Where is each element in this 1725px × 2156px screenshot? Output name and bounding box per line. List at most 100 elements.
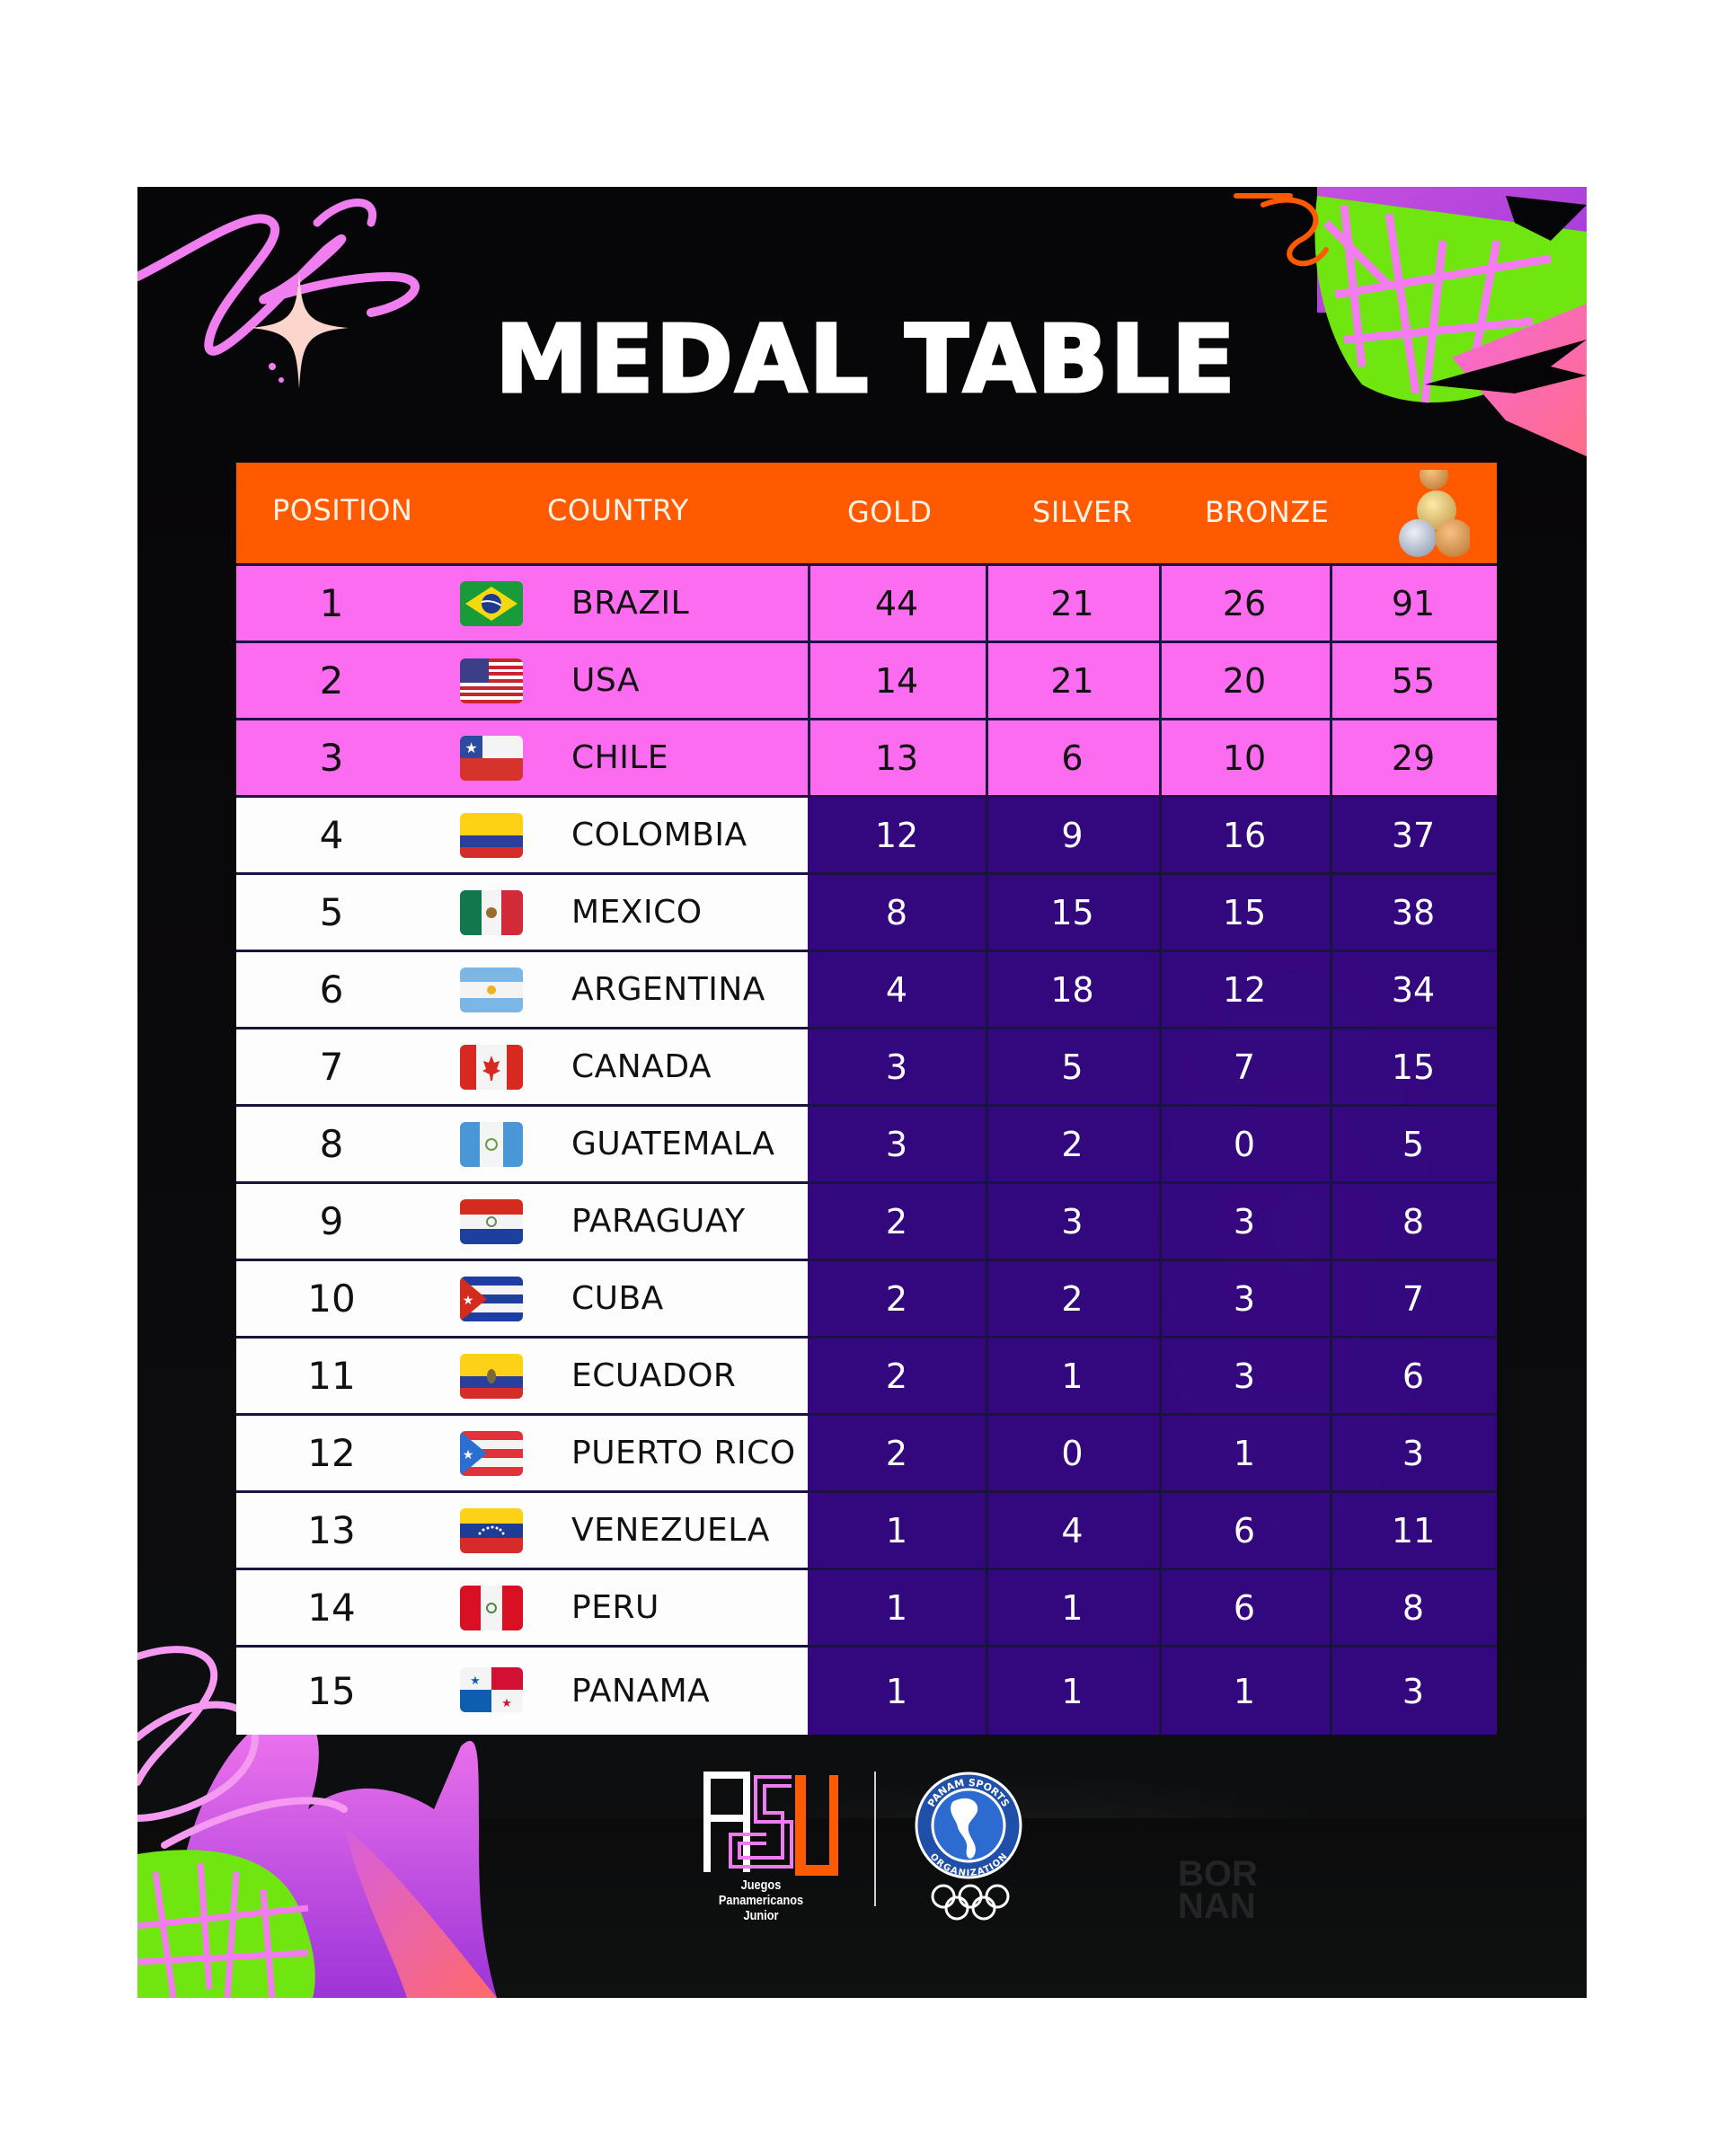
silver-count: 9 [1061,815,1084,855]
mexico-flag-icon [460,890,523,935]
asu-logo-caption: Juegos Panamericanos Junior [718,1878,804,1923]
table-row: 14 PERU 1 1 6 8 [236,1568,1497,1645]
table-row: 10 ★ CUBA 2 2 3 7 [236,1259,1497,1336]
usa-flag-icon [460,658,523,703]
total-count: 91 [1391,583,1436,623]
total-count: 7 [1402,1278,1425,1319]
gold-count: 13 [874,738,919,778]
bronze-count: 20 [1222,660,1267,701]
silver-count: 21 [1050,583,1094,623]
country-name: PANAMA [571,1673,711,1710]
position: 12 [307,1431,356,1475]
position: 4 [319,813,344,857]
header-gold: GOLD [847,495,933,529]
silver-count: 21 [1050,660,1094,701]
gold-count: 3 [885,1124,908,1164]
logo-divider [874,1772,876,1906]
ecuador-flag-icon [460,1354,523,1399]
bronze-count: 26 [1222,583,1267,623]
position: 13 [307,1508,356,1552]
country-name: CHILE [571,739,669,776]
paraguay-flag-icon [460,1199,523,1244]
table-row: 12 ★ PUERTO RICO 2 0 1 3 [236,1413,1497,1490]
chile-flag-icon: ★ [460,736,523,781]
position: 7 [319,1045,344,1089]
bronze-count: 3 [1233,1201,1256,1241]
position: 5 [319,890,344,934]
svg-text:★: ★ [501,1697,512,1710]
table-row: 4 COLOMBIA 12 9 16 37 [236,795,1497,872]
header-silver: SILVER [1032,495,1133,529]
header-bronze: BRONZE [1205,495,1330,529]
gold-count: 3 [885,1047,908,1087]
silver-count: 3 [1061,1201,1084,1241]
total-count: 8 [1402,1201,1425,1241]
table-row: 7 CANADA 3 5 7 15 [236,1027,1497,1104]
gold-count: 1 [885,1510,908,1551]
brazil-flag-icon [460,581,523,626]
gold-count: 1 [885,1587,908,1628]
silver-count: 18 [1050,969,1094,1010]
gold-count: 1 [885,1671,908,1711]
table-row: 6 ARGENTINA 4 18 12 34 [236,950,1497,1027]
position: 9 [319,1199,344,1243]
country-name: COLOMBIA [571,817,748,853]
background-sign: BOR NAN [1178,1854,1258,1926]
silver-count: 1 [1061,1356,1084,1396]
silver-count: 4 [1061,1510,1084,1551]
total-count: 5 [1402,1124,1425,1164]
table-row: 13 VENEZUELA 1 4 6 11 [236,1490,1497,1568]
silver-count: 5 [1061,1047,1084,1087]
guatemala-flag-icon [460,1122,523,1167]
gold-count: 2 [885,1278,908,1319]
country-name: CUBA [571,1280,664,1317]
svg-text:★: ★ [464,739,477,756]
table-header: POSITION COUNTRY GOLD SILVER BRONZE [236,463,1497,563]
bronze-count: 6 [1233,1587,1256,1628]
bronze-count: 12 [1222,969,1267,1010]
position: 11 [307,1354,356,1398]
peru-flag-icon [460,1586,523,1630]
silver-count: 1 [1061,1671,1084,1711]
footer-logos: Juegos Panamericanos Junior PANAM SPORTS… [694,1772,1090,1933]
venezuela-flag-icon [460,1508,523,1553]
country-name: ARGENTINA [571,971,765,1008]
silver-count: 0 [1061,1433,1084,1473]
table-row: 15 ★ ★ PANAMA 1 1 1 3 [236,1645,1497,1735]
header-position: POSITION [272,493,413,527]
panama-flag-icon: ★★ [460,1667,523,1712]
position: 15 [307,1669,356,1713]
gold-count: 8 [885,892,908,932]
medals-total-icon [1399,470,1470,557]
total-count: 11 [1391,1510,1436,1551]
gold-count: 44 [874,583,919,623]
bronze-count: 0 [1233,1124,1256,1164]
puerto-rico-flag-icon: ★ [460,1431,523,1476]
total-count: 29 [1391,738,1436,778]
bronze-count: 15 [1222,892,1267,932]
position: 14 [307,1586,356,1630]
country-name: PERU [571,1589,659,1626]
table-row: 2 USA 14 21 20 55 [236,641,1497,718]
total-count: 3 [1402,1671,1425,1711]
bronze-count: 1 [1233,1671,1256,1711]
position: 6 [319,968,344,1012]
total-count: 55 [1391,660,1436,701]
top-left-squiggle-decoration [137,199,420,383]
gold-count: 2 [885,1433,908,1473]
bronze-count: 16 [1222,815,1267,855]
gold-count: 2 [885,1356,908,1396]
gold-count: 14 [874,660,919,701]
asu-2025-logo [703,1772,838,1876]
country-name: MEXICO [571,894,703,931]
silver-count: 15 [1050,892,1094,932]
table-row: 11 ECUADOR 2 1 3 6 [236,1336,1497,1413]
gold-count: 12 [874,815,919,855]
total-count: 3 [1402,1433,1425,1473]
total-count: 6 [1402,1356,1425,1396]
table-row: 8 GUATEMALA 3 2 0 5 [236,1104,1497,1181]
position: 2 [319,658,344,702]
country-name: BRAZIL [571,585,690,622]
table-row: 3 ★ CHILE 13 6 10 29 [236,718,1497,795]
colombia-flag-icon [460,813,523,858]
